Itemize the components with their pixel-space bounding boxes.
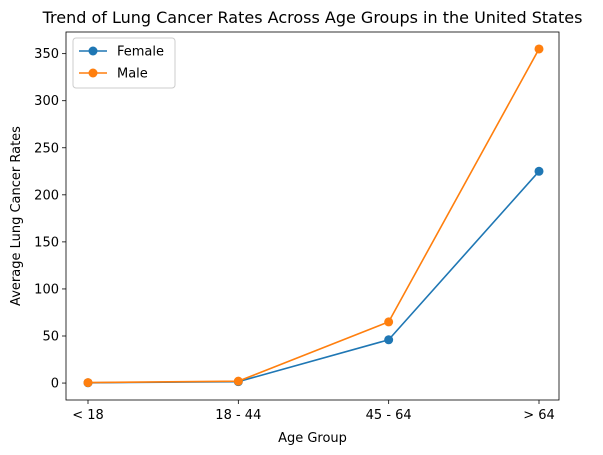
y-tick-label: 250 [34, 141, 59, 156]
y-axis: 0 50 100 150 200 250 300 350 [34, 47, 66, 392]
legend-label-female: Female [117, 45, 164, 60]
legend-item-male: Male [79, 67, 148, 82]
male-point [233, 376, 243, 386]
y-tick-label: 100 [34, 282, 59, 297]
legend-marker-male [88, 68, 98, 78]
x-tick-label: 18 - 44 [215, 408, 261, 423]
legend-item-female: Female [79, 45, 164, 60]
male-point [83, 378, 93, 388]
plot-area-frame [65, 31, 560, 401]
series-male [83, 44, 544, 388]
x-tick-label: < 18 [72, 408, 104, 423]
legend-marker-female [88, 46, 98, 56]
male-line [87, 48, 540, 384]
x-axis-title: Age Group [278, 431, 347, 446]
y-tick-label: 200 [34, 188, 59, 203]
female-point [384, 335, 394, 345]
male-point [384, 317, 394, 327]
y-tick-label: 150 [34, 235, 59, 250]
y-tick-label: 350 [34, 47, 59, 62]
y-axis-title: Average Lung Cancer Rates [9, 126, 24, 306]
series-female [83, 166, 544, 388]
female-point [534, 166, 544, 176]
y-tick-label: 50 [42, 330, 59, 345]
y-tick-label: 0 [51, 377, 59, 392]
x-tick-label: > 64 [523, 408, 555, 423]
chart-title: Trend of Lung Cancer Rates Across Age Gr… [42, 8, 583, 27]
x-tick-label: 45 - 64 [366, 408, 412, 423]
legend: Female Male [72, 37, 176, 89]
y-tick-label: 300 [34, 94, 59, 109]
male-point [534, 44, 544, 54]
x-axis: < 18 18 - 44 45 - 64 > 64 [72, 400, 555, 423]
series-layer [83, 44, 544, 388]
legend-label-male: Male [117, 67, 148, 82]
